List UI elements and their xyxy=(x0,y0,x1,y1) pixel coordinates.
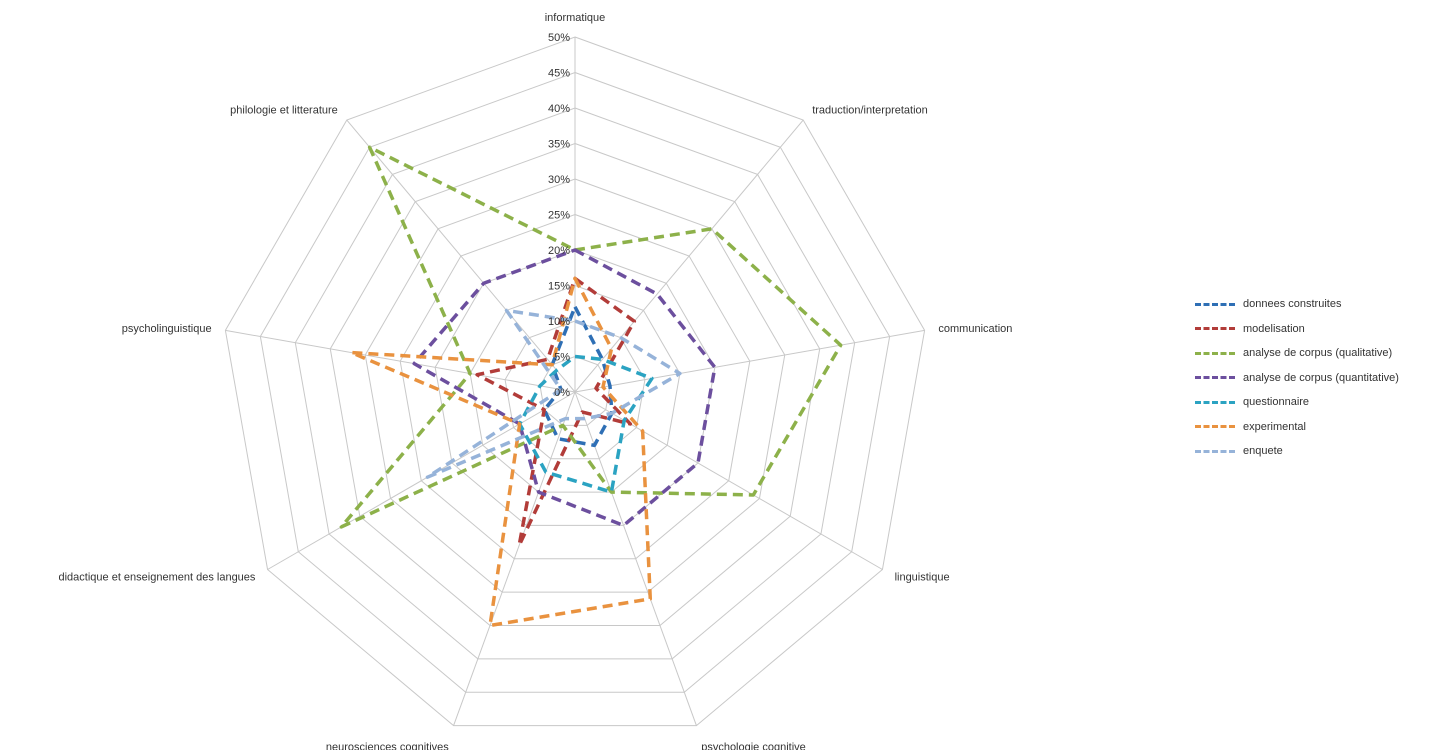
legend-label: analyse de corpus (qualitative) xyxy=(1243,347,1393,360)
legend-swatch xyxy=(1195,425,1235,429)
axis-spoke xyxy=(574,391,883,570)
axis-spoke xyxy=(267,391,576,570)
radar-grid xyxy=(224,36,926,727)
legend-label: enquete xyxy=(1243,445,1283,458)
axis-spoke xyxy=(346,119,576,393)
tick-label: 50% xyxy=(548,32,570,44)
tick-label: 20% xyxy=(548,245,570,257)
legend-label: modelisation xyxy=(1243,322,1305,335)
grid-ring xyxy=(364,178,786,593)
axis-category-label: linguistique xyxy=(895,572,950,584)
tick-label: 30% xyxy=(548,174,570,186)
grid-ring xyxy=(504,320,646,460)
grid-ring xyxy=(399,213,751,560)
legend-item: donnees construites xyxy=(1195,292,1445,317)
axis-category-label: neurosciences cognitives xyxy=(326,742,449,750)
legend-item: experimental xyxy=(1195,415,1445,440)
legend-swatch xyxy=(1195,302,1235,306)
axis-spoke xyxy=(574,391,697,726)
axis-category-label: communication xyxy=(938,323,1012,335)
legend-swatch xyxy=(1195,351,1235,355)
grid-ring xyxy=(329,142,821,627)
series-line xyxy=(425,308,682,479)
axis-category-label: psychologie cognitive xyxy=(701,742,806,750)
legend-item: analyse de corpus (qualitative) xyxy=(1195,341,1445,366)
tick-label: 40% xyxy=(548,103,570,115)
tick-label: 15% xyxy=(548,281,570,293)
series-line xyxy=(475,276,637,548)
legend-label: experimental xyxy=(1243,420,1306,433)
series-line xyxy=(517,354,654,494)
axis-spoke xyxy=(225,329,576,393)
grid-ring xyxy=(294,107,856,660)
axis-spoke xyxy=(574,119,804,393)
axis-category-label: didactique et enseignement des langues xyxy=(59,572,256,584)
grid-ring xyxy=(259,71,891,693)
radar-series-layer xyxy=(339,145,843,628)
tick-label: 45% xyxy=(548,68,570,80)
legend-item: modelisation xyxy=(1195,317,1445,342)
radar-chart: 0% 5% 10% 15% 20% 25% 30% 35% 40% 45% 50% informat… xyxy=(59,12,1013,750)
grid-ring xyxy=(434,249,716,526)
tick-label: 10% xyxy=(548,316,570,328)
grid-ring xyxy=(224,36,926,727)
tick-label: 35% xyxy=(548,139,570,151)
axis-category-label: philologie et litterature xyxy=(230,104,338,116)
tick-label: 5% xyxy=(554,352,570,364)
axis-spoke xyxy=(574,329,925,393)
radar-tick-labels: 0% 5% 10% 15% 20% 25% 30% 35% 40% 45% 50% xyxy=(548,32,570,399)
legend-swatch xyxy=(1195,376,1235,380)
legend-swatch xyxy=(1195,449,1235,453)
legend-label: analyse de corpus (quantitative) xyxy=(1243,371,1399,384)
axis-category-label: psycholinguistique xyxy=(122,323,212,335)
radar-axis-labels: informatique traduction/interpretation com… xyxy=(59,12,1013,750)
legend-item: questionnaire xyxy=(1195,390,1445,415)
tick-label: 25% xyxy=(548,210,570,222)
grid-ring xyxy=(469,284,681,493)
legend-label: donnees construites xyxy=(1243,298,1342,311)
legend-item: analyse de corpus (quantitative) xyxy=(1195,366,1445,391)
legend-item: enquete xyxy=(1195,439,1445,464)
series-line xyxy=(339,145,843,529)
axis-category-label: traduction/interpretation xyxy=(812,104,928,116)
legend-swatch xyxy=(1195,400,1235,404)
tick-label: 0% xyxy=(554,387,570,399)
radar-spokes xyxy=(225,37,925,726)
chart-legend: donnees construites modelisation analyse d… xyxy=(1195,292,1445,464)
axis-spoke xyxy=(453,391,576,726)
legend-label: questionnaire xyxy=(1243,396,1310,409)
legend-swatch xyxy=(1195,327,1235,331)
axis-category-label: informatique xyxy=(545,12,606,24)
series-line xyxy=(349,276,653,628)
